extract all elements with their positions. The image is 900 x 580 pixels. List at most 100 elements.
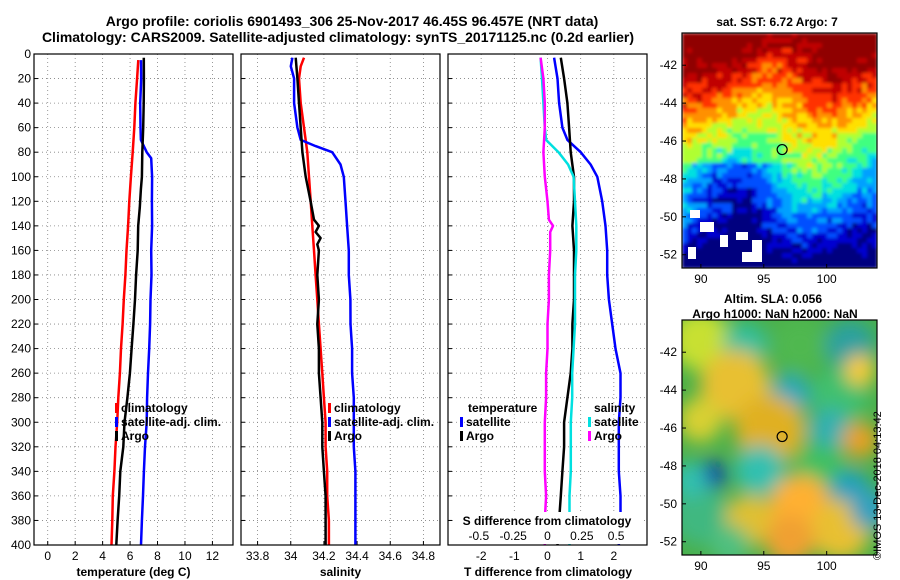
sst-cell <box>707 118 713 124</box>
sst-cell <box>787 93 793 99</box>
sst-cell <box>807 168 813 174</box>
sst-cell <box>822 58 828 64</box>
sst-cell <box>717 188 723 194</box>
sst-cell <box>692 73 698 79</box>
sst-cell <box>762 53 768 59</box>
sst-cell <box>857 253 863 259</box>
sst-cell <box>872 253 877 259</box>
sst-cell <box>752 118 758 124</box>
sst-cell <box>777 148 783 154</box>
sst-cell <box>832 158 838 164</box>
sst-cell <box>812 53 818 59</box>
sst-cell <box>792 113 798 119</box>
sst-cell <box>777 193 783 199</box>
sst-cell <box>752 123 758 129</box>
sst-cell <box>727 223 733 229</box>
sst-cell <box>782 138 788 144</box>
sst-cell <box>692 38 698 44</box>
sst-cell <box>752 63 758 69</box>
sst-cell <box>797 183 803 189</box>
sst-cell <box>807 53 813 59</box>
sst-cell <box>732 178 738 184</box>
sst-cell <box>817 123 823 129</box>
sst-cell <box>717 243 723 249</box>
sst-cell <box>807 98 813 104</box>
sst-cell <box>682 168 688 174</box>
sst-cell <box>772 63 778 69</box>
sst-cell <box>702 158 708 164</box>
sst-cell <box>762 198 768 204</box>
sst-cell <box>792 73 798 79</box>
sst-cell <box>757 198 763 204</box>
sst-cell <box>862 218 868 224</box>
sst-cell <box>817 243 823 249</box>
sst-cell <box>767 158 773 164</box>
sst-cell <box>732 103 738 109</box>
sst-cell <box>732 108 738 114</box>
sst-cell <box>867 203 873 209</box>
sst-cell <box>797 248 803 254</box>
sst-cell <box>697 158 703 164</box>
sst-cell <box>692 158 698 164</box>
sst-cell <box>727 38 733 44</box>
sst-cell <box>837 163 843 169</box>
sst-cell <box>712 213 718 219</box>
sst-cell <box>832 48 838 54</box>
sst-cell <box>872 198 877 204</box>
sst-cell <box>807 83 813 89</box>
sst-cell <box>702 183 708 189</box>
sst-cell <box>712 168 718 174</box>
sst-cell <box>697 153 703 159</box>
sst-cell <box>757 108 763 114</box>
sst-cell <box>807 253 813 259</box>
sst-cell <box>787 258 793 264</box>
sst-cell <box>767 173 773 179</box>
sst-cell <box>832 178 838 184</box>
sst-cell <box>847 78 853 84</box>
sst-cell <box>817 133 823 139</box>
sst-cell <box>717 193 723 199</box>
sst-cell <box>717 238 723 244</box>
sst-cell <box>842 213 848 219</box>
sst-cell <box>842 153 848 159</box>
sst-cell <box>787 178 793 184</box>
sst-cell <box>812 168 818 174</box>
sst-cell <box>802 173 808 179</box>
legend-t-argo: Argo <box>466 429 494 443</box>
sst-cell <box>772 113 778 119</box>
sst-cell <box>762 223 768 229</box>
x-tick-label: 0 <box>544 549 551 563</box>
sst-cell <box>782 193 788 199</box>
sst-cell <box>857 178 863 184</box>
sst-cell <box>772 153 778 159</box>
sst-cell <box>732 113 738 119</box>
sst-cell <box>772 198 778 204</box>
sst-cell <box>762 188 768 194</box>
sst-cell <box>687 168 693 174</box>
sst-cell <box>767 163 773 169</box>
sst-cell <box>752 33 758 39</box>
sst-cell <box>702 178 708 184</box>
sst-cell <box>752 83 758 89</box>
sst-cell <box>837 233 843 239</box>
sst-cell <box>797 158 803 164</box>
sst-cell <box>772 58 778 64</box>
sst-cell <box>757 113 763 119</box>
sst-cell <box>747 173 753 179</box>
sst-cell <box>732 168 738 174</box>
sst-cell <box>757 33 763 39</box>
sst-cell <box>737 53 743 59</box>
sst-cell <box>702 98 708 104</box>
sst-cell <box>842 218 848 224</box>
sst-cell <box>872 103 877 109</box>
sst-cell <box>842 193 848 199</box>
sst-cell <box>692 118 698 124</box>
sst-cell <box>797 153 803 159</box>
sst-cell <box>717 258 723 264</box>
plot-frame <box>240 53 441 546</box>
sst-cell <box>707 243 713 249</box>
sst-cell <box>752 48 758 54</box>
sst-cell <box>692 163 698 169</box>
sst-cell <box>802 58 808 64</box>
sst-cell <box>722 168 728 174</box>
